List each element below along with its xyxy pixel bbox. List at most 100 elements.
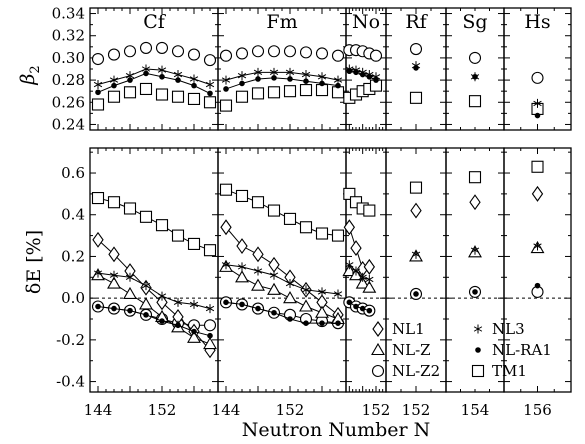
marker-dE-TM1-Cf <box>123 202 137 215</box>
marker-dE-NL3-Fm <box>221 260 231 270</box>
legend-label-NL3: NL3 <box>492 320 525 338</box>
marker-dE-NL3-Fm <box>285 279 295 289</box>
marker-beta-TM1-Fm <box>219 99 233 112</box>
legend-label-NLZ: NL-Z <box>392 341 431 359</box>
marker-beta-NLZ2-Fm <box>235 47 249 60</box>
panel-label-Hs: Hs <box>524 11 550 33</box>
marker-dE-NL3-No <box>358 272 367 282</box>
marker-dE-NLRA1-No <box>359 305 366 312</box>
series-line-dE-NL3-No <box>348 264 370 280</box>
marker-beta-NL3-Cf-stroke <box>205 81 215 88</box>
marker-dE-NL1-Fm <box>220 219 232 236</box>
marker-dE-NL3-Cf <box>93 268 103 278</box>
marker-beta-NLZ2-Fm <box>283 45 297 58</box>
top-y-axis-label-main: β <box>17 74 39 86</box>
marker-dE-NLZ2-Cf <box>203 319 217 332</box>
marker-beta-NLRA1-Fm <box>335 82 341 89</box>
marker-beta-NLZ2-Cf <box>187 48 201 61</box>
marker-dE-TM1-Cf <box>203 244 217 257</box>
marker-beta-NLRA1-No <box>373 77 379 83</box>
panel-label-Cf: Cf <box>143 11 167 33</box>
marker-dE-NL3-Cf <box>125 272 135 282</box>
marker-dE-NLZ-Fm <box>251 278 265 291</box>
marker-beta-NLRA1-Fm <box>239 80 245 87</box>
legend-marker-NL1 <box>372 321 384 337</box>
marker-dE-NL3-Cf <box>173 297 183 307</box>
marker-dE-NLRA1-Fm <box>239 301 245 308</box>
marker-dE-NLRA1-Fm <box>335 320 341 326</box>
marker-dE-NLRA1-Cf <box>127 307 133 314</box>
marker-beta-NL3-Cf <box>189 74 199 84</box>
marker-dE-TM1-Fm <box>315 227 329 240</box>
marker-dE-TM1-No <box>349 196 363 209</box>
marker-beta-TM1-Cf <box>187 92 201 105</box>
marker-dE-NLRA1-Fm <box>303 320 309 326</box>
marker-beta-TM1-Cf <box>139 82 153 96</box>
marker-dE-NL1-No <box>350 240 362 257</box>
marker-beta-NLZ2-Fm <box>251 45 265 58</box>
marker-dE-NL1-Hs <box>531 185 544 202</box>
bottom-y-tick-label: 0.0 <box>61 289 85 307</box>
panel-label-Rf: Rf <box>405 11 428 33</box>
marker-dE-NL3-No-stroke <box>345 262 354 268</box>
marker-dE-TM1-Hs <box>531 160 544 173</box>
x-tick-label: 152 <box>402 401 431 419</box>
series-line-dE-NLRA1-No <box>349 301 370 312</box>
marker-beta-NLRA1-Fm <box>223 86 229 92</box>
marker-dE-NL3-Hs-stroke <box>533 243 542 249</box>
marker-dE-NL3-Rf-stroke <box>411 251 421 258</box>
marker-beta-NLRA1-Rf <box>413 65 419 71</box>
marker-dE-TM1-No <box>363 204 376 217</box>
marker-dE-NLZ-Fm <box>299 299 313 312</box>
top-y-tick-label: 0.24 <box>52 115 85 133</box>
marker-dE-NL1-Cf <box>92 231 104 248</box>
marker-dE-NL3-Cf <box>109 270 119 280</box>
marker-beta-NLRA1-Cf <box>127 77 133 83</box>
marker-beta-TM1-Cf <box>203 96 217 109</box>
x-tick-label: 144 <box>212 401 241 419</box>
marker-dE-NLRA1-No <box>353 303 359 310</box>
marker-dE-TM1-Cf <box>155 219 169 232</box>
marker-dE-NL3-No-stroke <box>358 274 367 280</box>
marker-dE-NL3-Fm-stroke <box>285 280 295 287</box>
marker-beta-NLRA1-Cf <box>207 90 213 97</box>
panel-label-No: No <box>352 11 380 33</box>
x-tick-label: 144 <box>84 401 113 419</box>
marker-dE-NL3-Fm-stroke <box>333 291 343 297</box>
top-y-axis-label-sub: 2 <box>28 65 43 73</box>
top-y-tick-label: 0.32 <box>52 27 85 45</box>
marker-beta-NL3-Fm <box>237 71 247 81</box>
marker-beta-NL3-Fm-stroke <box>237 72 247 79</box>
x-tick-label: 156 <box>523 401 552 419</box>
marker-dE-NL3-Cf-stroke <box>109 272 119 278</box>
legend-marker-TM1 <box>471 364 485 378</box>
data-series <box>91 41 545 359</box>
marker-dE-NL3-Cf-stroke <box>125 274 135 280</box>
marker-beta-TM1-Cf <box>155 88 169 101</box>
marker-dE-NL3-Fm <box>333 289 343 299</box>
marker-dE-NL1-Fm <box>236 238 248 254</box>
marker-dE-NL3-Fm-stroke <box>317 289 327 295</box>
marker-beta-TM1-Cf <box>107 90 121 103</box>
panel-frame-Cf-bottom <box>89 147 219 393</box>
marker-dE-TM1-Fm <box>331 229 345 242</box>
marker-beta-NL3-Hs-stroke <box>533 100 542 107</box>
marker-dE-NLRA1-Fm <box>319 320 325 326</box>
x-axis-label: Neutron Number N <box>242 419 431 441</box>
marker-dE-NL3-Cf-stroke <box>173 299 183 306</box>
marker-dE-NL3-Hs <box>533 241 542 251</box>
marker-dE-NL3-Fm <box>301 285 311 295</box>
marker-beta-NL3-Cf-stroke <box>93 81 103 88</box>
legend-marker-NL3 <box>473 324 483 334</box>
marker-dE-NL3-Fm-stroke <box>269 272 279 278</box>
marker-dE-TM1-Fm <box>283 212 297 225</box>
marker-beta-NL3-Fm <box>301 70 311 80</box>
marker-dE-NLRA1-Cf <box>191 328 197 335</box>
marker-beta-NLZ2-Cf <box>155 41 169 54</box>
marker-beta-TM1-Fm <box>251 87 265 100</box>
marker-dE-NL3-Sg-stroke <box>470 247 480 253</box>
marker-beta-TM1-Rf <box>409 91 423 104</box>
marker-beta-NL3-Fm <box>317 72 327 82</box>
marker-beta-NLZ2-Fm <box>219 49 233 62</box>
